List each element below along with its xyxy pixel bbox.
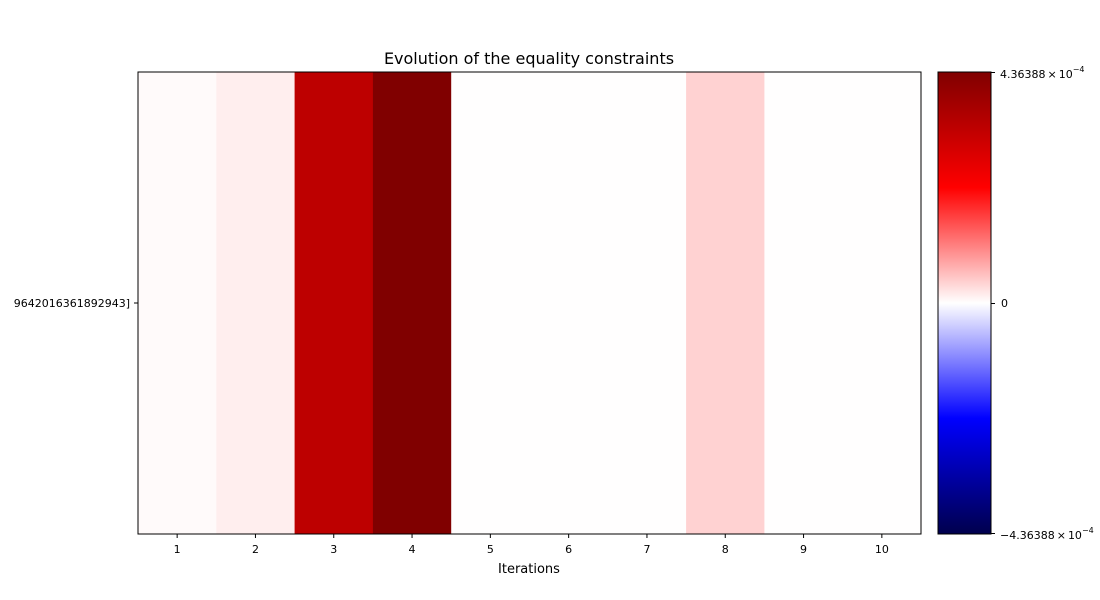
heatmap-cell	[764, 72, 844, 534]
heatmap-cell	[372, 72, 452, 534]
heatmap-cell	[216, 72, 296, 534]
heatmap-cells	[138, 72, 922, 534]
chart-title: Evolution of the equality constraints	[384, 49, 674, 68]
heatmap-cell	[451, 72, 531, 534]
y-tick-label: 9642016361892943]	[14, 297, 130, 310]
x-tick-label: 4	[409, 543, 416, 556]
colorbar-label-mid: 0	[1001, 297, 1008, 310]
x-tick-label: 1	[174, 543, 181, 556]
x-tick-label: 7	[643, 543, 650, 556]
x-axis-ticks: 1 2 3 4 5 6 7 8 9 10	[174, 534, 889, 556]
heatmap-cell	[842, 72, 922, 534]
x-tick-label: 9	[800, 543, 807, 556]
x-tick-label: 3	[330, 543, 337, 556]
heatmap-cell	[686, 72, 765, 534]
x-axis-label: Iterations	[498, 562, 560, 577]
x-tick-label: 8	[722, 543, 729, 556]
x-tick-label: 5	[487, 543, 494, 556]
heatmap-cell	[607, 72, 687, 534]
y-axis-ticks: 9642016361892943]	[14, 297, 138, 310]
x-tick-label: 10	[875, 543, 889, 556]
colorbar-label-max: 4.36388 × 10−4	[1000, 65, 1085, 81]
colorbar-label-min: −4.36388 × 10−4	[1000, 526, 1094, 542]
heatmap-cell	[294, 72, 374, 534]
heatmap-cell	[138, 72, 217, 534]
colorbar	[937, 71, 992, 535]
heatmap-cell	[529, 72, 609, 534]
x-tick-label: 6	[565, 543, 572, 556]
x-tick-label: 2	[252, 543, 259, 556]
